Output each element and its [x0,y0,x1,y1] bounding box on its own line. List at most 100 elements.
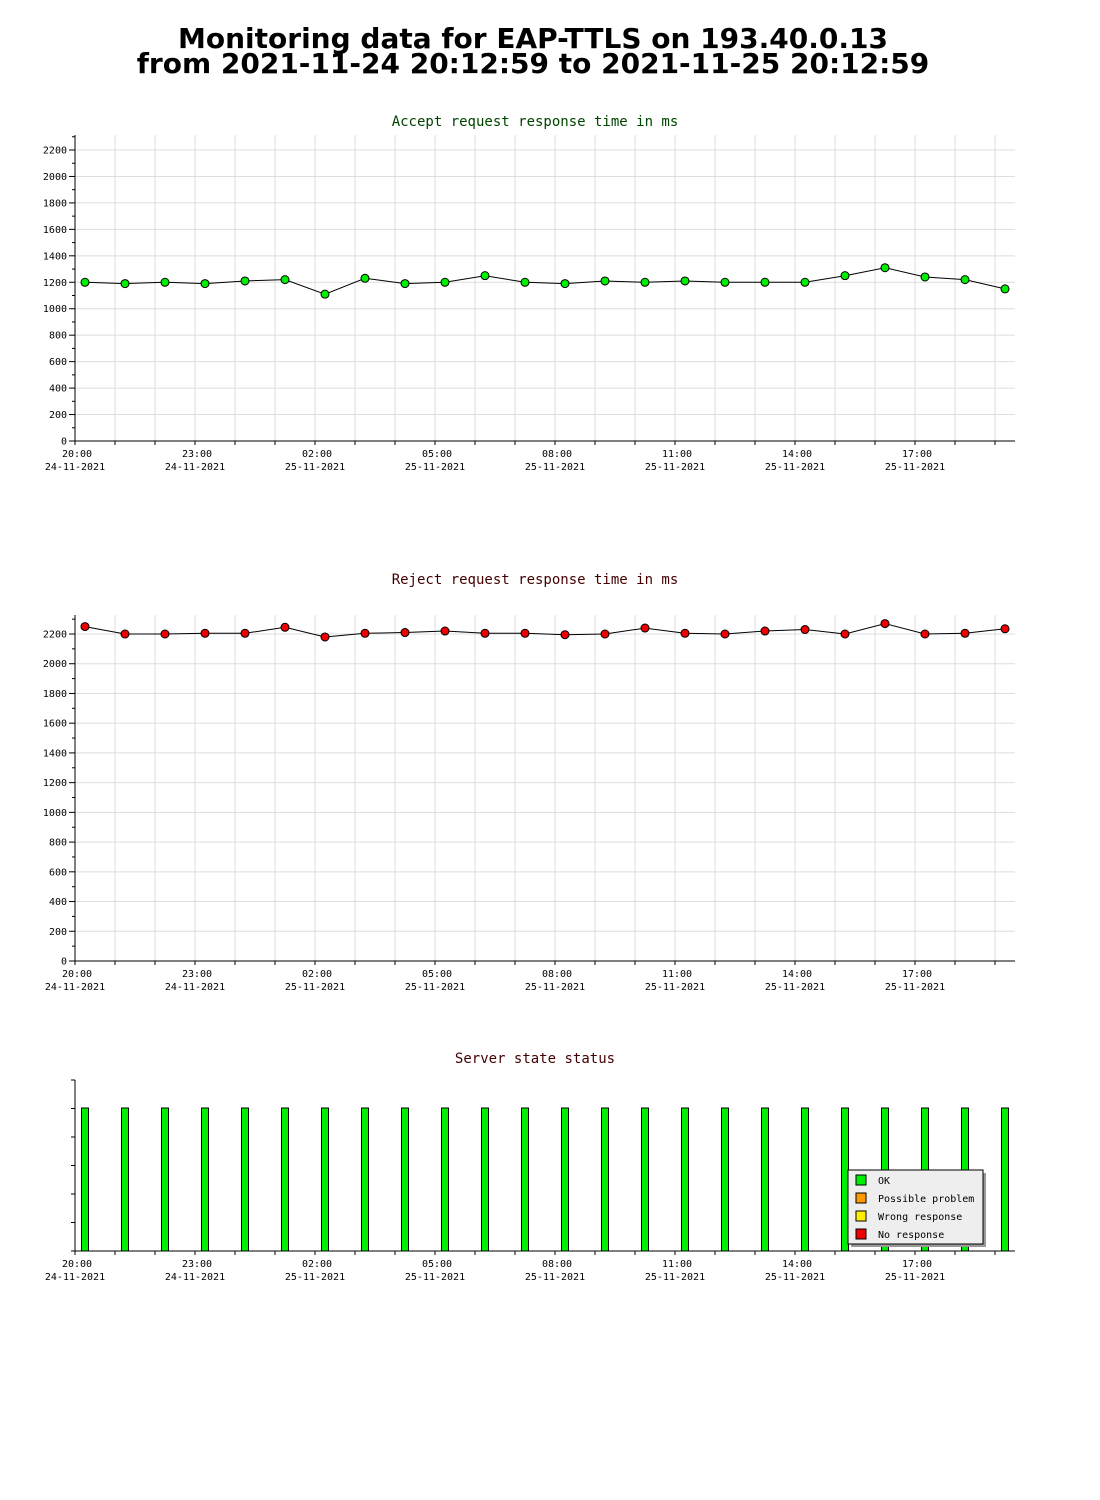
accept-data-point [560,279,570,289]
accept-x-tick-hour: 02:00 [302,449,332,460]
reject-x-tick-date: 25-11-2021 [285,982,345,993]
accept-y-tick-label: 800 [49,331,67,342]
accept-data-point [280,275,290,285]
status-x-tick-hour: 14:00 [782,1259,812,1270]
status-x-tick-date: 25-11-2021 [285,1272,345,1283]
accept-y-tick-label: 400 [49,384,67,395]
reject-x-tick-hour: 05:00 [422,969,452,980]
accept-x-tick-date: 24-11-2021 [165,462,225,473]
reject-x-tick-hour: 11:00 [662,969,692,980]
reject-x-tick-date: 25-11-2021 [405,982,465,993]
accept-y-tick-label: 0 [61,437,67,448]
reject-y-tick-label: 400 [49,897,67,908]
accept-x-tick-hour: 08:00 [542,449,572,460]
accept-chart-title: Accept request response time in ms [392,114,679,130]
legend-box [847,1169,984,1245]
reject-x-tick-date: 24-11-2021 [165,982,225,993]
reject-data-point [360,628,370,638]
accept-data-point [640,277,650,287]
status-x-tick-date: 24-11-2021 [45,1272,105,1283]
reject-y-tick-label: 1600 [43,719,67,730]
accept-x-tick-date: 25-11-2021 [285,462,345,473]
reject-x-tick-hour: 20:00 [62,969,92,980]
accept-data-point [480,271,490,281]
reject-x-tick-date: 25-11-2021 [765,982,825,993]
legend-swatch [855,1192,867,1204]
reject-chart-title: Reject request response time in ms [392,572,679,588]
accept-x-tick-hour: 11:00 [662,449,692,460]
accept-data-point [360,273,370,283]
reject-x-tick-date: 24-11-2021 [45,982,105,993]
accept-x-tick-date: 25-11-2021 [645,462,705,473]
reject-data-point [240,628,250,638]
status-x-tick-date: 25-11-2021 [885,1272,945,1283]
accept-x-tick-date: 25-11-2021 [765,462,825,473]
legend-label: OK [878,1176,890,1187]
status-x-tick-date: 25-11-2021 [405,1272,465,1283]
accept-x-tick-hour: 17:00 [902,449,932,460]
status-x-tick-hour: 23:00 [182,1259,212,1270]
reject-x-tick-date: 25-11-2021 [525,982,585,993]
status-bar [121,1107,129,1252]
accept-data-point [240,276,250,286]
status-x-tick-date: 25-11-2021 [525,1272,585,1283]
status-bar [401,1107,409,1252]
status-bar [281,1107,289,1252]
reject-x-tick-hour: 14:00 [782,969,812,980]
status-bar [561,1107,569,1252]
page-title-line1: Monitoring data for EAP-TTLS on 193.40.0… [178,22,888,55]
status-bar [841,1107,849,1252]
legend-swatch [855,1228,867,1240]
status-bar [801,1107,809,1252]
status-bar [761,1107,769,1252]
reject-y-tick-label: 0 [61,957,67,968]
accept-series-line [84,267,1006,295]
reject-y-tick-label: 1800 [43,689,67,700]
reject-data-point [520,628,530,638]
accept-y-tick-label: 2200 [43,146,67,157]
accept-data-point [800,277,810,287]
reject-y-tick-label: 1200 [43,778,67,789]
reject-y-tick-label: 2200 [43,630,67,641]
status-bar [321,1107,329,1252]
reject-data-point [160,629,170,639]
reject-response-time-chart: Reject request response time in ms 0 200 4… [43,572,1015,993]
accept-x-tick-hour: 23:00 [182,449,212,460]
accept-data-point [760,277,770,287]
accept-y-tick-label: 1000 [43,304,67,315]
reject-x-tick-hour: 17:00 [902,969,932,980]
status-bar [81,1107,89,1252]
legend-swatch [855,1174,867,1186]
status-bar [481,1107,489,1252]
reject-x-tick-date: 25-11-2021 [885,982,945,993]
reject-data-point [120,629,130,639]
accept-data-point [200,279,210,289]
server-state-status-chart: Server state status 20:00 24-11-2021 23:00… [45,1051,1015,1283]
accept-response-time-chart: Accept request response time in ms 0 200 4… [43,114,1015,473]
status-bar [361,1107,369,1252]
status-bar [201,1107,209,1252]
status-x-tick-hour: 20:00 [62,1259,92,1270]
reject-x-tick-hour: 23:00 [182,969,212,980]
accept-y-tick-label: 2000 [43,172,67,183]
accept-y-tick-label: 1600 [43,225,67,236]
reject-x-tick-hour: 02:00 [302,969,332,980]
status-x-tick-date: 25-11-2021 [765,1272,825,1283]
reject-x-tick-hour: 08:00 [542,969,572,980]
accept-data-point [440,277,450,287]
status-x-tick-hour: 02:00 [302,1259,332,1270]
accept-data-point [720,277,730,287]
status-x-tick-date: 25-11-2021 [645,1272,705,1283]
status-bar [641,1107,649,1252]
status-bar [1001,1107,1009,1252]
accept-data-point [520,277,530,287]
reject-data-point [640,623,650,633]
accept-y-tick-label: 1400 [43,251,67,262]
status-x-tick-hour: 11:00 [662,1259,692,1270]
reject-data-point [80,622,90,632]
reject-data-point [400,628,410,638]
accept-data-point [840,271,850,281]
reject-x-tick-date: 25-11-2021 [645,982,705,993]
legend-swatch [855,1210,867,1222]
